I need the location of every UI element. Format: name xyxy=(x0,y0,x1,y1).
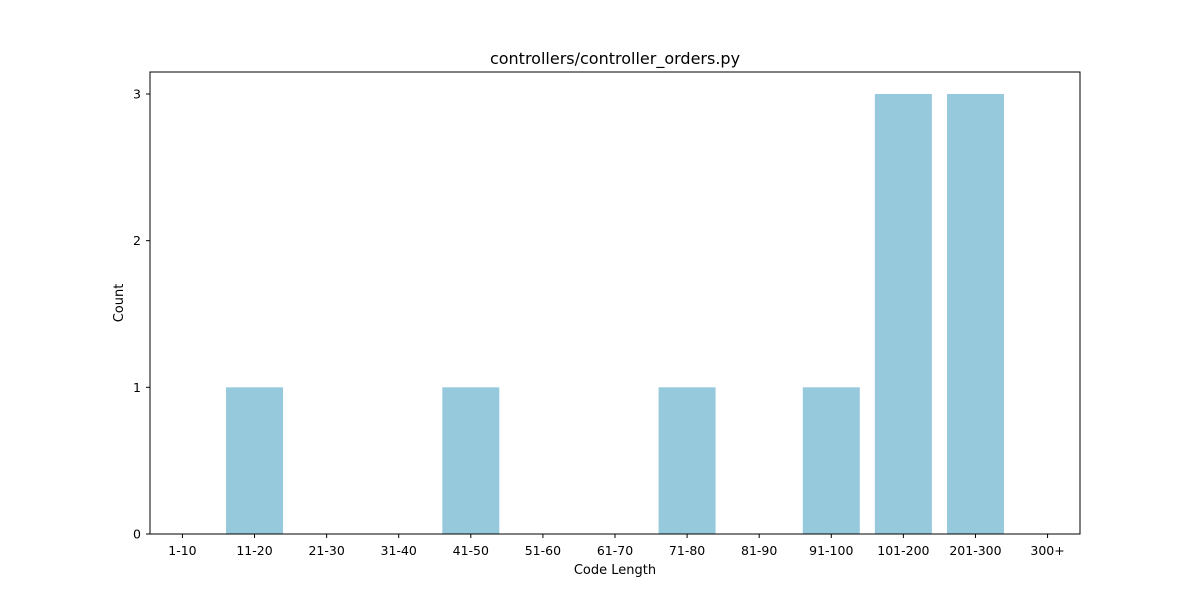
bar-71-80 xyxy=(658,387,716,534)
x-axis-ticks: 1-10 11-20 21-30 31-40 41-50 51-60 61-70 71-80 8… xyxy=(168,534,1065,558)
x-tick-label: 91-100 xyxy=(809,543,853,558)
bar-101-200 xyxy=(874,94,932,534)
y-tick-label: 0 xyxy=(133,527,141,542)
x-tick-label: 101-200 xyxy=(877,543,929,558)
x-tick-label: 201-300 xyxy=(949,543,1001,558)
y-axis-ticks: 0 1 2 3 xyxy=(133,87,150,542)
bar-41-50 xyxy=(442,387,500,534)
bar-91-100 xyxy=(802,387,860,534)
x-tick-label: 81-90 xyxy=(741,543,777,558)
y-tick-label: 2 xyxy=(133,233,141,248)
x-tick-label: 11-20 xyxy=(236,543,272,558)
x-tick-label: 1-10 xyxy=(168,543,196,558)
x-tick-label: 300+ xyxy=(1030,543,1064,558)
y-tick-label: 3 xyxy=(133,87,141,102)
x-tick-label: 71-80 xyxy=(669,543,705,558)
bar-11-20 xyxy=(226,387,284,534)
x-tick-label: 21-30 xyxy=(308,543,344,558)
x-tick-label: 51-60 xyxy=(525,543,561,558)
x-tick-label: 61-70 xyxy=(597,543,633,558)
y-axis-label: Count xyxy=(112,284,127,323)
x-tick-label: 41-50 xyxy=(453,543,489,558)
x-tick-label: 31-40 xyxy=(381,543,417,558)
y-tick-label: 1 xyxy=(133,380,141,395)
x-axis-label: Code Length xyxy=(574,563,656,578)
bars-group xyxy=(226,94,1004,534)
plot-area-frame xyxy=(149,71,1081,535)
chart-title: controllers/controller_orders.py xyxy=(490,49,740,69)
bar-201-300 xyxy=(946,94,1004,534)
